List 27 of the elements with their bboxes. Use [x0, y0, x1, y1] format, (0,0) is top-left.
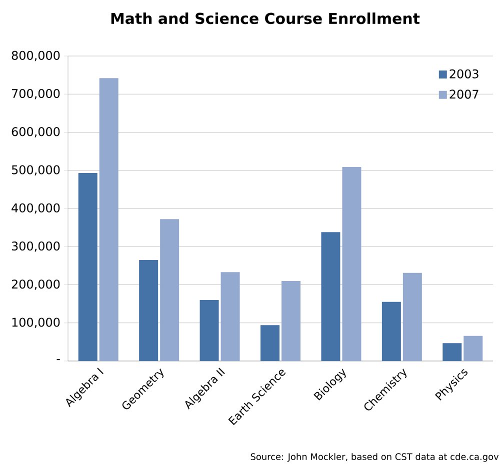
bar: [382, 302, 401, 361]
bar: [402, 272, 422, 361]
y-tick-label: 400,000: [12, 203, 60, 214]
y-tick-label: 600,000: [12, 127, 60, 138]
source-note: Source: John Mockler, based on CST data at cde.ca.gov: [250, 453, 499, 462]
legend-label: 2007: [450, 90, 478, 99]
y-tick-label: 500,000: [12, 165, 60, 176]
bar: [78, 173, 98, 361]
bar: [220, 272, 240, 361]
bar: [342, 166, 362, 361]
legend-label: 2003: [450, 69, 478, 78]
y-tick-label: 300,000: [12, 241, 60, 252]
bar: [260, 325, 280, 361]
bar: [139, 260, 158, 361]
chart-title: Math and Science Course Enrollment: [111, 12, 420, 24]
bar: [464, 336, 483, 361]
bar: [200, 300, 219, 361]
bar: [442, 343, 462, 361]
y-tick-label: 700,000: [12, 88, 60, 100]
y-tick-label: -: [56, 359, 60, 360]
bar: [99, 78, 118, 361]
y-tick-label: 100,000: [12, 318, 60, 328]
bar: [281, 280, 300, 361]
bar: [321, 232, 340, 361]
y-tick-label: 800,000: [12, 50, 60, 62]
bar: [160, 219, 180, 361]
y-tick-label: 200,000: [12, 280, 60, 290]
